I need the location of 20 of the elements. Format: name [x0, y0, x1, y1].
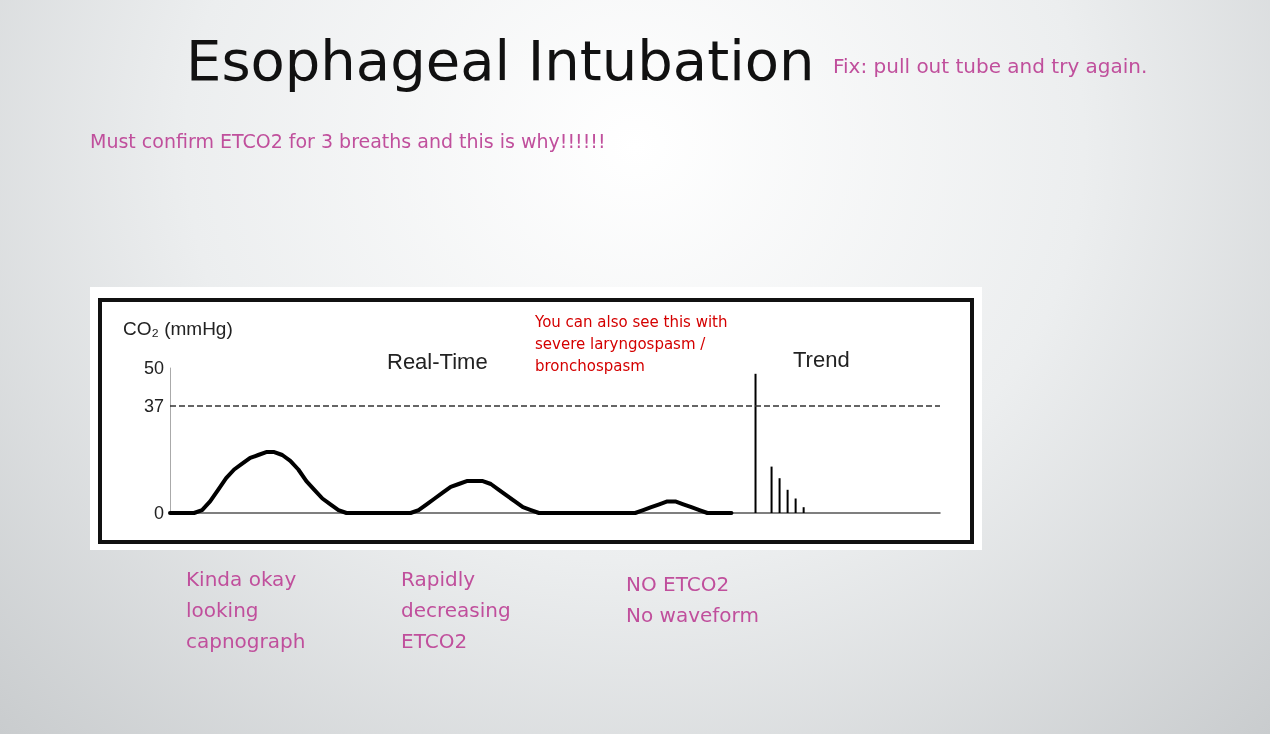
bar	[770, 466, 773, 513]
annotation: You can also see this with severe laryngospasm / bronchospasm	[535, 312, 728, 377]
annotation: Real-Time	[387, 349, 488, 375]
annotation: Trend	[793, 347, 850, 373]
bar	[786, 489, 789, 513]
text: Kinda okay looking capnograph	[186, 566, 306, 655]
y-tick-label: 0	[153, 503, 164, 523]
bar	[778, 478, 781, 513]
bar	[802, 507, 805, 513]
bar	[754, 373, 757, 513]
text: Fix: pull out tube and try again.	[833, 54, 1148, 78]
y-tick-label: 50	[143, 358, 164, 378]
bar	[794, 498, 797, 513]
text: Rapidly decreasing ETCO2	[401, 566, 511, 655]
y-axis-title: CO₂ (mmHg)	[123, 318, 233, 340]
chart-title: Esophageal Intubation	[186, 28, 815, 93]
text: NO ETCO2 No waveform	[626, 571, 759, 629]
y-tick-label: 37	[143, 395, 164, 416]
line-series	[168, 450, 734, 515]
text: Must confirm ETCO2 for 3 breaths and this is why!!!!!!	[90, 130, 606, 152]
